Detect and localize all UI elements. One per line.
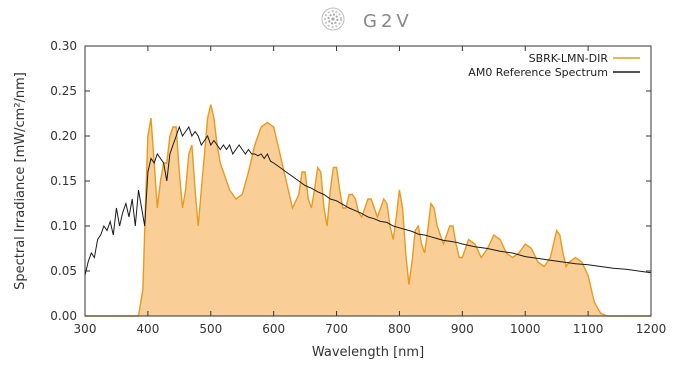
x-tick-label: 900 (451, 322, 474, 336)
series-sbrk-area (85, 104, 651, 316)
logo-mark (321, 7, 345, 31)
logo-text: G2V (363, 11, 413, 32)
logo: G2V (0, 4, 686, 34)
y-tick-label: 0.00 (50, 309, 77, 323)
x-axis-label: Wavelength [nm] (312, 345, 424, 360)
x-tick-label: 700 (325, 322, 348, 336)
y-tick-label: 0.05 (50, 264, 77, 278)
x-tick-label: 600 (262, 322, 285, 336)
series-am0-line (84, 125, 652, 276)
axes: 300 400 500 600 700 800 900 1000 1100 1200 0.00 0.0… (13, 39, 666, 360)
legend-label: AM0 Reference Spectrum (468, 66, 608, 79)
y-tick-label: 0.25 (50, 84, 77, 98)
x-tick-label: 1000 (510, 322, 541, 336)
plot-area (84, 104, 652, 317)
y-tick-label: 0.20 (50, 129, 77, 143)
y-axis-label: Spectral Irradiance [mW/cm²/nm] (13, 72, 28, 290)
x-tick-label: 800 (388, 322, 411, 336)
y-tick-label: 0.15 (50, 174, 77, 188)
x-tick-label: 400 (136, 322, 159, 336)
g2v-sunflower-icon (321, 7, 345, 31)
series-sbrk-line (85, 104, 651, 317)
x-tick-label: 500 (199, 322, 222, 336)
y-tick-label: 0.10 (50, 219, 77, 233)
y-tick-label: 0.30 (50, 39, 77, 53)
x-tick-label: 1200 (636, 322, 667, 336)
legend-label: SBRK-LMN-DIR (529, 52, 609, 65)
x-tick-label: 300 (74, 322, 97, 336)
x-tick-label: 1100 (573, 322, 604, 336)
